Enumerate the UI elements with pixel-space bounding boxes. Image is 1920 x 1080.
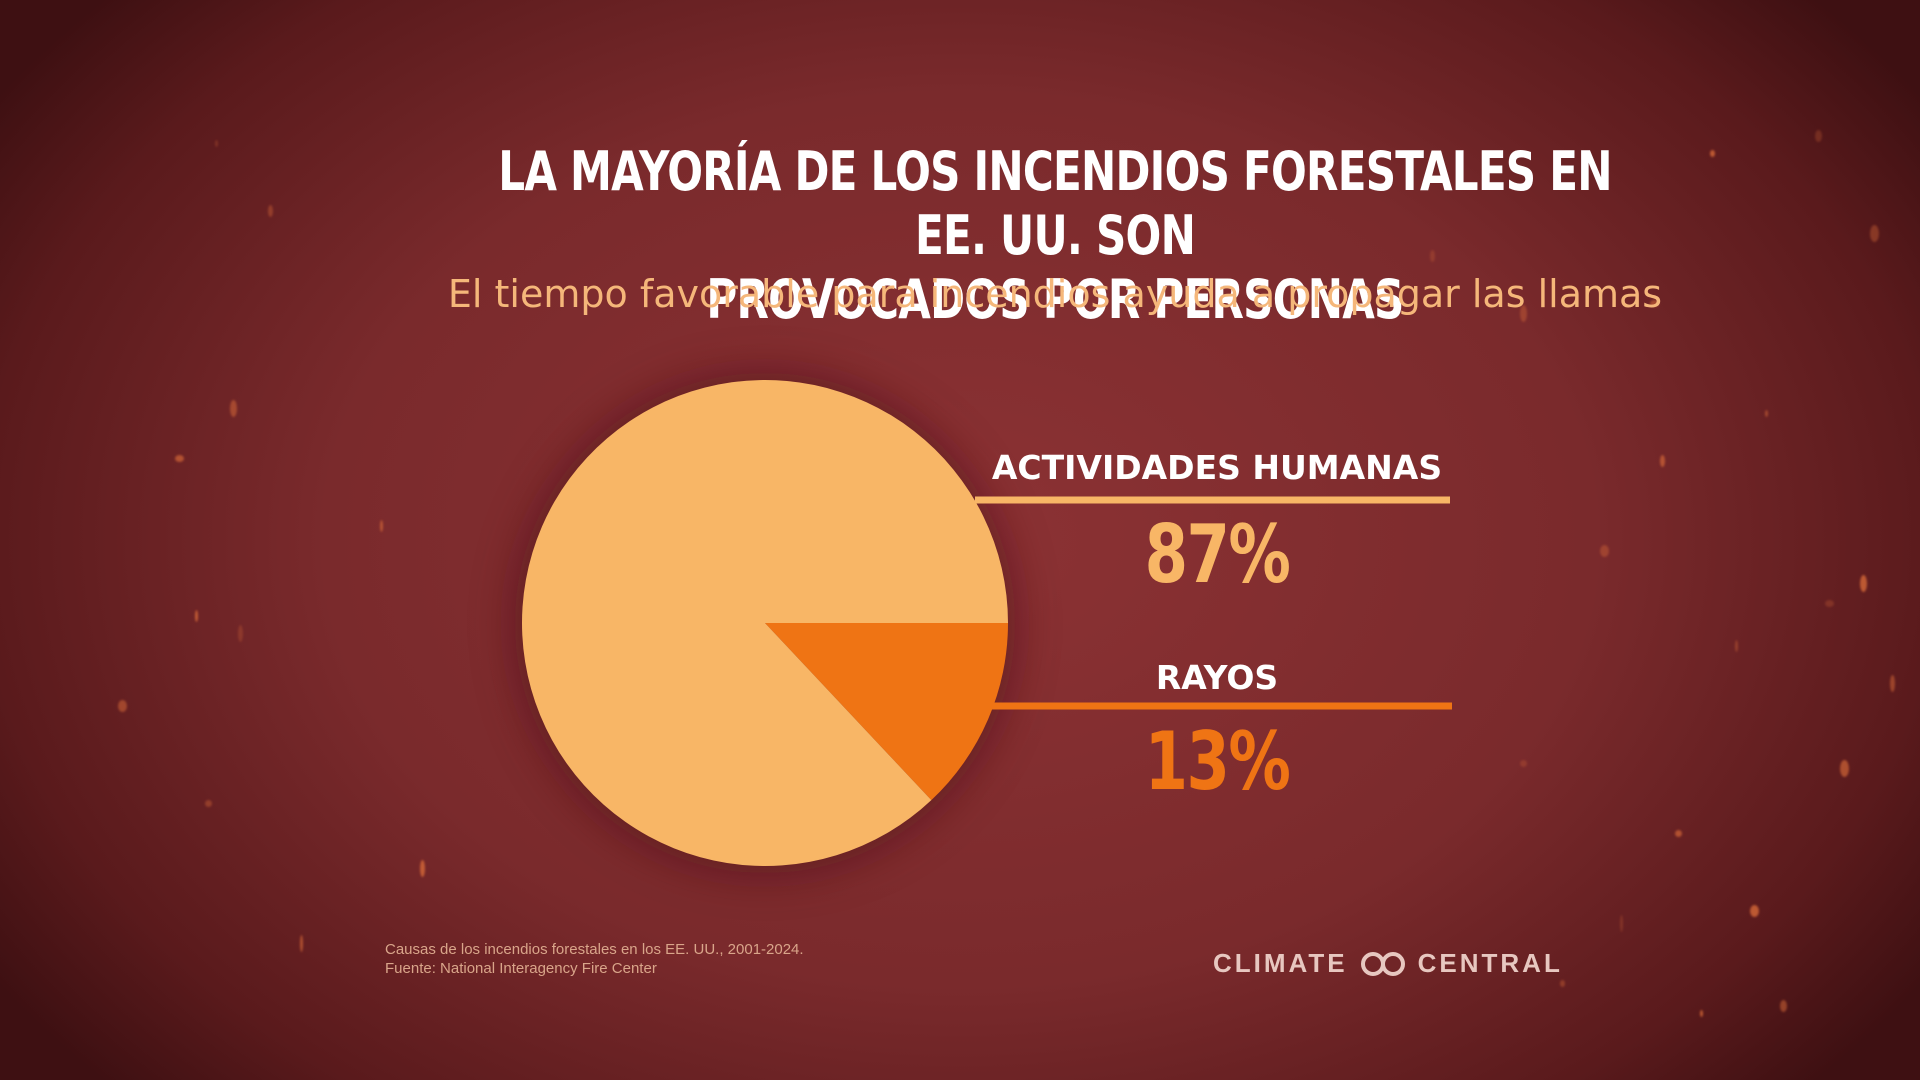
pie-slice-lightning	[765, 623, 1008, 801]
ember-particle	[175, 455, 184, 462]
ember-particle	[1870, 225, 1879, 242]
ember-particle	[1780, 1000, 1787, 1012]
category-label-lightning: RAYOS	[1155, 658, 1279, 697]
logo-text-central: CENTRAL	[1417, 948, 1563, 978]
ember-particle	[230, 400, 237, 417]
ember-particle	[1650, 300, 1659, 307]
ember-particle	[1710, 150, 1715, 157]
ember-particle	[1765, 410, 1768, 417]
footnote-caption: Causas de los incendios forestales en lo…	[385, 941, 804, 958]
pie-slice-human-activity	[522, 379, 1008, 866]
ember-particle	[1600, 545, 1609, 557]
ember-particle	[380, 520, 383, 532]
source-footnote: Causas de los incendios forestales en lo…	[385, 940, 804, 978]
ember-particle	[205, 800, 212, 807]
ember-particle	[1675, 830, 1682, 837]
ember-particle	[300, 935, 303, 952]
ember-particle	[1520, 305, 1527, 322]
value-label-lightning: 13%	[1144, 715, 1291, 808]
chart-title: La mayoría de los incendios forestales e…	[497, 140, 1612, 332]
ember-particle	[1750, 905, 1759, 917]
chart-subtitle: El tiempo favorable para incendios ayuda…	[447, 272, 1663, 316]
value-label-human: 87%	[1144, 508, 1291, 601]
ember-particle	[238, 625, 243, 642]
ember-particle	[420, 860, 425, 877]
ember-particle	[1430, 250, 1435, 262]
ember-particle	[1520, 760, 1527, 767]
title-line-1: La mayoría de los incendios forestales e…	[498, 140, 1612, 267]
ember-particle	[1620, 915, 1623, 932]
ember-particle	[1840, 760, 1849, 777]
ember-particle	[1890, 675, 1895, 692]
infinity-icon	[1358, 951, 1408, 977]
ember-particle	[195, 610, 198, 622]
ember-particle	[1825, 600, 1834, 607]
ember-particle	[215, 140, 218, 147]
ember-particle	[1700, 1010, 1703, 1017]
climate-central-logo: CLIMATE CENTRAL	[1213, 948, 1563, 979]
ember-particle	[1660, 455, 1665, 467]
ember-particle	[118, 700, 127, 712]
title-line-2: provocados por personas	[706, 268, 1404, 331]
logo-text-climate: CLIMATE	[1213, 948, 1348, 978]
footnote-source: Fuente: National Interagency Fire Center	[385, 960, 657, 977]
category-label-human: ACTIVIDADES HUMANAS	[991, 448, 1443, 487]
ember-particle	[268, 205, 273, 217]
ember-particle	[1735, 640, 1738, 652]
ember-particle	[1860, 575, 1867, 592]
ember-particle	[1560, 980, 1565, 987]
ember-particle	[1815, 130, 1822, 142]
